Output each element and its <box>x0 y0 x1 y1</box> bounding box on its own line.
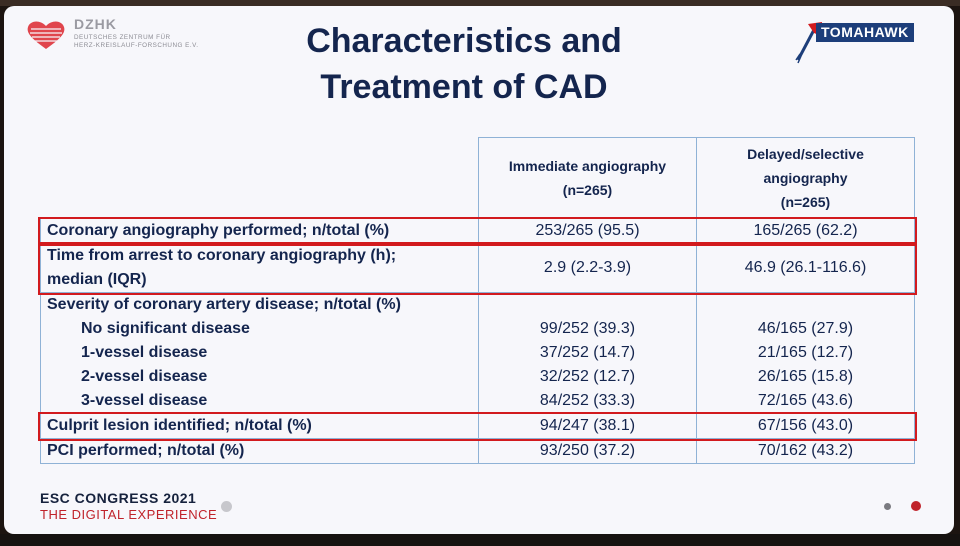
table-row: Severity of coronary artery disease; n/t… <box>40 292 915 317</box>
cell-immediate: 253/265 (95.5) <box>478 218 697 244</box>
cell-delayed: 67/156 (43.0) <box>696 413 915 439</box>
cell-immediate: 94/247 (38.1) <box>478 413 697 439</box>
heart-icon <box>27 21 65 49</box>
header-delayed-line2: angiography <box>763 170 848 186</box>
header-delayed-line1: Delayed/selective <box>747 146 864 162</box>
table-row: Coronary angiography performed; n/total … <box>40 218 915 244</box>
table-row: 2-vessel disease 32/252 (12.7) 26/165 (1… <box>40 365 915 389</box>
cell-delayed: 46.9 (26.1-116.6) <box>696 243 915 293</box>
cell-delayed: 72/165 (43.6) <box>696 389 915 414</box>
header-immediate-line2: (n=265) <box>562 182 613 198</box>
slide-dot-indicator-active <box>911 501 921 511</box>
header-delayed: Delayed/selective angiography (n=265) <box>696 137 915 219</box>
cell-immediate: 2.9 (2.2-3.9) <box>478 243 697 293</box>
cell-immediate: 37/252 (14.7) <box>478 341 697 365</box>
row-label: 2-vessel disease <box>40 365 479 389</box>
congress-subtitle: THE DIGITAL EXPERIENCE <box>40 507 218 522</box>
header-immediate: Immediate angiography (n=265) <box>478 137 697 219</box>
congress-name: ESC CONGRESS 2021 <box>40 490 197 506</box>
row-label: No significant disease <box>40 317 479 341</box>
slide-title: Characteristics and Treatment of CAD <box>254 18 674 110</box>
table-row: PCI performed; n/total (%) 93/250 (37.2)… <box>40 438 915 464</box>
header-delayed-line3: (n=265) <box>780 194 831 210</box>
row-label: Coronary angiography performed; n/total … <box>40 218 479 244</box>
table-row: No significant disease 99/252 (39.3) 46/… <box>40 317 915 341</box>
cell-delayed: 70/162 (43.2) <box>696 438 915 464</box>
cell-delayed: 26/165 (15.8) <box>696 365 915 389</box>
slide: DZHK DEUTSCHES ZENTRUM FÜR HERZ-KREISLAU… <box>4 6 954 534</box>
dzhk-logo: DZHK DEUTSCHES ZENTRUM FÜR HERZ-KREISLAU… <box>26 16 226 56</box>
dzhk-name: DZHK <box>74 16 117 32</box>
top-frame <box>0 0 960 6</box>
row-label: Time from arrest to coronary angiography… <box>40 243 479 293</box>
tomahawk-logo: TOMAHAWK <box>794 20 944 70</box>
cell-immediate: 99/252 (39.3) <box>478 317 697 341</box>
header-row: Immediate angiography (n=265) Delayed/se… <box>40 137 915 219</box>
cell-delayed: 165/265 (62.2) <box>696 218 915 244</box>
table-row: Culprit lesion identified; n/total (%) 9… <box>40 413 915 439</box>
title-line-1: Characteristics and <box>306 22 622 60</box>
table-row: 1-vessel disease 37/252 (14.7) 21/165 (1… <box>40 341 915 365</box>
row-label: 1-vessel disease <box>40 341 479 365</box>
cell-delayed: 46/165 (27.9) <box>696 317 915 341</box>
dzhk-subtitle-line2: HERZ-KREISLAUF-FORSCHUNG E.V. <box>74 42 199 49</box>
cell-delayed <box>696 292 915 317</box>
slide-dot-indicator <box>221 501 232 512</box>
row-label: 3-vessel disease <box>40 389 479 414</box>
table-row: 3-vessel disease 84/252 (33.3) 72/165 (4… <box>40 389 915 414</box>
bottom-frame <box>0 534 960 546</box>
row-label-line1: Time from arrest to coronary angiography… <box>47 247 397 264</box>
tomahawk-wordmark: TOMAHAWK <box>816 23 914 42</box>
header-immediate-line1: Immediate angiography <box>508 158 667 174</box>
row-label: Culprit lesion identified; n/total (%) <box>40 413 479 439</box>
cell-immediate: 93/250 (37.2) <box>478 438 697 464</box>
cell-immediate: 32/252 (12.7) <box>478 365 697 389</box>
cell-immediate: 84/252 (33.3) <box>478 389 697 414</box>
dzhk-subtitle-line1: DEUTSCHES ZENTRUM FÜR <box>74 34 171 41</box>
row-label-line2: median (IQR) <box>47 271 147 288</box>
results-table: Immediate angiography (n=265) Delayed/se… <box>40 137 915 464</box>
cell-delayed: 21/165 (12.7) <box>696 341 915 365</box>
cell-immediate <box>478 292 697 317</box>
table-row: Time from arrest to coronary angiography… <box>40 243 915 293</box>
row-label: PCI performed; n/total (%) <box>40 438 479 464</box>
row-label: Severity of coronary artery disease; n/t… <box>40 292 479 317</box>
header-empty-cell <box>40 137 479 219</box>
slide-dot-indicator <box>884 503 891 510</box>
title-line-2: Treatment of CAD <box>320 68 608 106</box>
